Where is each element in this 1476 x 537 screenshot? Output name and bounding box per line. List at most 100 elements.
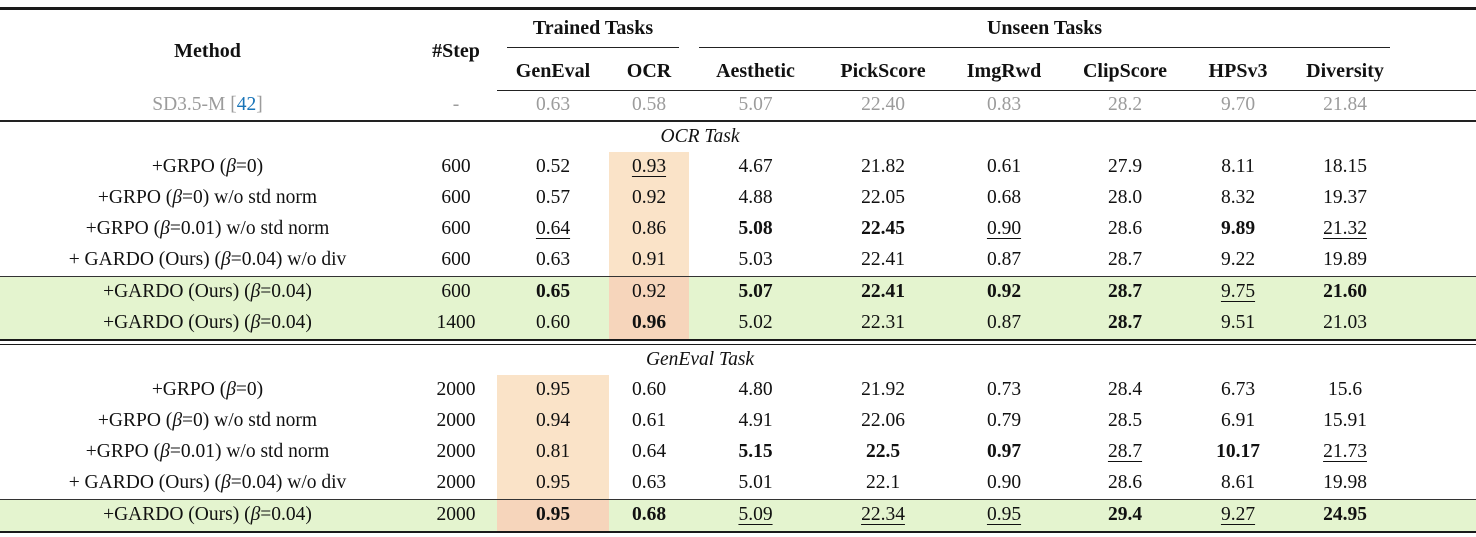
value-cell: 21.73 <box>1323 441 1367 463</box>
value-cell: 9.51 <box>1186 308 1290 340</box>
value-cell: 0.95 <box>497 468 609 500</box>
baseline-value: 28.2 <box>1064 90 1186 122</box>
table-row: +GARDO (Ours) (β=0.04) 1400 0.60 0.96 5.02 22… <box>0 308 1476 340</box>
column-header-clipscore: ClipScore <box>1064 53 1186 91</box>
value-cell: 0.92 <box>944 276 1064 308</box>
step-cell: 1400 <box>415 308 497 340</box>
baseline-method-suffix: ] <box>256 94 263 116</box>
step-cell: 600 <box>441 218 471 240</box>
value-cell: 21.82 <box>861 156 905 178</box>
value-cell: 28.7 <box>1064 276 1186 308</box>
value-cell: 0.68 <box>986 187 1022 209</box>
baseline-value: 22.40 <box>822 90 944 122</box>
step-cell: 2000 <box>436 379 476 401</box>
value-cell: 0.95 <box>944 499 1064 533</box>
value-cell: 19.37 <box>1323 187 1367 209</box>
value-cell: 5.15 <box>738 441 773 463</box>
step-cell: 600 <box>441 156 471 178</box>
value-cell: 0.79 <box>986 410 1022 432</box>
value-cell: 28.5 <box>1107 410 1143 432</box>
value-cell: 28.7 <box>1107 249 1143 271</box>
column-header-aesthetic: Aesthetic <box>689 53 822 91</box>
baseline-method: SD3.5-M [42] <box>0 90 415 122</box>
value-cell: 0.90 <box>986 472 1022 494</box>
value-cell: 19.89 <box>1323 249 1367 271</box>
table-row: +GRPO (β=0) 2000 0.95 0.60 4.80 21.92 0.73 28.4… <box>0 375 1476 406</box>
method-cell: +GRPO (β=0) w/o std norm <box>97 410 318 432</box>
value-cell: 28.4 <box>1107 379 1143 401</box>
column-header-imgrwd: ImgRwd <box>944 53 1064 91</box>
value-cell: 28.0 <box>1107 187 1143 209</box>
group-header-trained-tasks-label: Trained Tasks <box>507 17 679 48</box>
column-header-geneval: GenEval <box>497 53 609 91</box>
baseline-method-prefix: SD3.5-M [ <box>152 94 237 116</box>
value-cell: 0.97 <box>986 441 1022 463</box>
method-cell: +GRPO (β=0) w/o std norm <box>97 187 318 209</box>
step-cell: 2000 <box>436 441 476 463</box>
value-cell: 5.07 <box>689 276 822 308</box>
value-cell: 10.17 <box>1216 441 1260 463</box>
table-row: +GRPO (β=0) w/o std norm 600 0.57 0.92 4.88 2… <box>0 183 1476 214</box>
step-cell: 600 <box>441 249 471 271</box>
value-cell: 5.09 <box>689 499 822 533</box>
value-cell: 29.4 <box>1064 499 1186 533</box>
method-cell: +GARDO (Ours) (β=0.04) <box>0 276 415 308</box>
value-cell: 5.01 <box>738 472 773 494</box>
value-cell: 0.96 <box>609 308 689 340</box>
value-cell: 0.60 <box>631 379 667 401</box>
value-cell: 28.6 <box>1107 472 1143 494</box>
section-divider-double-rule <box>0 339 1476 345</box>
value-cell: 5.08 <box>738 218 773 240</box>
value-cell: 0.91 <box>609 245 689 277</box>
value-cell: 6.73 <box>1220 379 1256 401</box>
value-cell: 18.15 <box>1323 156 1367 178</box>
value-cell: 0.65 <box>497 276 609 308</box>
value-cell: 0.63 <box>535 249 571 271</box>
value-cell: 5.02 <box>689 308 822 340</box>
value-cell: 0.95 <box>497 499 609 533</box>
value-cell: 24.95 <box>1290 499 1476 533</box>
table-row: +GARDO (Ours) (β=0.04) 600 0.65 0.92 5.07 22.… <box>0 276 1476 308</box>
method-cell: +GRPO (β=0.01) w/o std norm <box>85 218 330 240</box>
baseline-value: 5.07 <box>689 90 822 122</box>
value-cell: 0.87 <box>986 249 1022 271</box>
value-cell: 22.06 <box>861 410 905 432</box>
table-row: + GARDO (Ours) (β=0.04) w/o div 2000 0.95 0… <box>0 468 1476 500</box>
value-cell: 0.68 <box>609 499 689 533</box>
column-header-diversity: Diversity <box>1290 53 1476 91</box>
value-cell: 22.1 <box>865 472 901 494</box>
value-cell: 4.88 <box>738 187 773 209</box>
value-cell: 9.89 <box>1220 218 1256 240</box>
value-cell: 19.98 <box>1323 472 1367 494</box>
value-cell: 0.63 <box>631 472 667 494</box>
value-cell: 22.34 <box>822 499 944 533</box>
value-cell: 4.80 <box>738 379 773 401</box>
method-cell: +GRPO (β=0) <box>151 156 264 178</box>
value-cell: 22.41 <box>861 249 905 271</box>
value-cell: 0.92 <box>609 183 689 214</box>
value-cell: 8.61 <box>1220 472 1256 494</box>
step-cell: 600 <box>415 276 497 308</box>
citation-link[interactable]: 42 <box>236 94 257 116</box>
group-header-unseen-tasks: Unseen Tasks <box>689 9 1476 54</box>
method-cell: +GRPO (β=0) <box>151 379 264 401</box>
results-table: Method #Step Trained Tasks Unseen Tasks … <box>0 7 1476 533</box>
column-header-method: Method <box>174 39 241 62</box>
value-cell: 8.32 <box>1220 187 1256 209</box>
method-cell: + GARDO (Ours) (β=0.04) w/o div <box>68 249 347 271</box>
value-cell: 9.75 <box>1186 276 1290 308</box>
value-cell: 28.7 <box>1064 308 1186 340</box>
value-cell: 0.95 <box>497 375 609 406</box>
value-cell: 21.92 <box>861 379 905 401</box>
baseline-value: 0.83 <box>944 90 1064 122</box>
value-cell: 4.91 <box>738 410 773 432</box>
value-cell: 0.87 <box>944 308 1064 340</box>
value-cell: 22.05 <box>861 187 905 209</box>
step-cell: 600 <box>441 187 471 209</box>
value-cell: 15.91 <box>1323 410 1367 432</box>
value-cell: 0.73 <box>986 379 1022 401</box>
value-cell: 9.27 <box>1186 499 1290 533</box>
value-cell: 27.9 <box>1107 156 1143 178</box>
section-title: GenEval Task <box>645 348 755 370</box>
method-cell: +GRPO (β=0.01) w/o std norm <box>85 441 330 463</box>
